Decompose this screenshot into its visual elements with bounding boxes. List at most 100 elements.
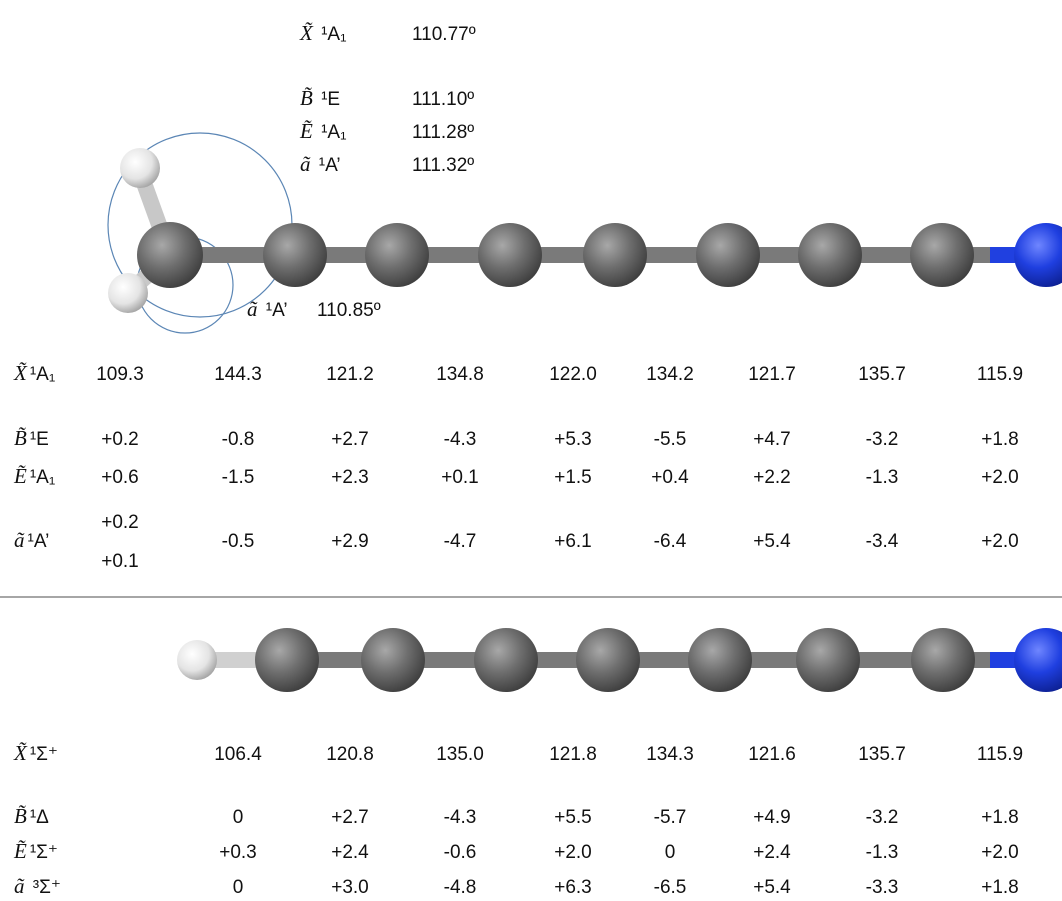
table-cell: -0.8 (222, 429, 255, 450)
atom-c (688, 628, 752, 692)
table-cell: +5.4 (753, 531, 791, 552)
state-symbol: ã (300, 152, 311, 176)
state-label: B̃ ¹E (300, 86, 340, 110)
table-cell: 134.8 (436, 364, 484, 385)
atom-n (1014, 223, 1062, 287)
table-cell: -6.5 (654, 877, 687, 898)
table-cell: +6.1 (554, 531, 592, 552)
table-cell: +1.5 (554, 467, 592, 488)
table-cell: -6.4 (654, 531, 687, 552)
table-cell: 106.4 (214, 744, 262, 765)
table-cell: +2.0 (981, 531, 1019, 552)
table-cell: 135.7 (858, 364, 906, 385)
table-cell: +1.8 (981, 807, 1019, 828)
table-cell: +2.0 (554, 842, 592, 863)
state-term: ¹A’ (261, 300, 288, 321)
angle-value: 111.10º (412, 89, 474, 110)
table-cell: +4.9 (753, 807, 791, 828)
table-cell: 135.7 (858, 744, 906, 765)
table-cell: -3.3 (866, 877, 899, 898)
table-cell: 134.2 (646, 364, 694, 385)
table-cell: +2.0 (981, 842, 1019, 863)
state-symbol: X̃ (13, 361, 28, 385)
table-cell: +2.7 (331, 807, 369, 828)
state-term: ¹A’ (314, 155, 341, 176)
table-cell: 135.0 (436, 744, 484, 765)
atom-c (583, 223, 647, 287)
table-cell: +0.6 (101, 467, 139, 488)
molecule-hc7n (177, 628, 1062, 692)
table-cell: +0.2 (101, 429, 139, 450)
state-label: B̃ ¹E (14, 426, 49, 450)
table-cell: +2.2 (753, 467, 791, 488)
table-cell: -1.3 (866, 842, 899, 863)
table-cell: 0 (233, 877, 244, 898)
table-cell: 134.3 (646, 744, 694, 765)
table-cell: -5.5 (654, 429, 687, 450)
table-cell: 122.0 (549, 364, 597, 385)
state-symbol: Ẽ (13, 464, 27, 488)
table-cell: +0.4 (651, 467, 689, 488)
state-label: ã ¹A’ (14, 528, 49, 552)
state-term: ¹A₁ (316, 122, 347, 143)
state-label: Ẽ ¹A₁ (13, 464, 55, 488)
atom-h (108, 273, 148, 313)
state-label: X̃ ¹Σ⁺ (13, 741, 58, 765)
state-symbol: B̃ (14, 426, 27, 450)
state-symbol: Ẽ (299, 119, 313, 143)
state-label: ã ¹A’ (247, 297, 288, 321)
table-cell: 121.6 (748, 744, 796, 765)
atom-c (798, 223, 862, 287)
table-cell: -4.8 (444, 877, 477, 898)
state-term: ¹Δ (30, 807, 49, 828)
atom-c (474, 628, 538, 692)
table-cell: -1.3 (866, 467, 899, 488)
state-symbol: ã (247, 297, 258, 321)
table-cell: -4.7 (444, 531, 477, 552)
state-symbol: B̃ (300, 86, 313, 110)
state-term: ¹E (30, 429, 49, 450)
atom-c (696, 223, 760, 287)
state-symbol: X̃ (299, 21, 314, 45)
state-label: ã ¹A’ (300, 152, 341, 176)
table-cell: +5.5 (554, 807, 592, 828)
molecule-ch3c7n (107, 132, 1062, 334)
table-cell: +5.4 (753, 877, 791, 898)
state-term: ¹A₁ (30, 467, 55, 488)
table-cell: 121.8 (549, 744, 597, 765)
state-label: Ẽ ¹A₁ (299, 119, 347, 143)
state-term: ¹A₁ (30, 364, 55, 385)
angle-value: 111.28º (412, 122, 474, 143)
atom-c (137, 222, 203, 288)
table-cell: +1.8 (981, 429, 1019, 450)
state-label: ã ³Σ⁺ (14, 874, 61, 898)
table-cell: +0.3 (219, 842, 257, 863)
table-cell: +6.3 (554, 877, 592, 898)
state-symbol: X̃ (13, 741, 28, 765)
table-cell: +2.0 (981, 467, 1019, 488)
state-term: ¹A₁ (316, 24, 347, 45)
table-cell: 115.9 (977, 744, 1023, 765)
atom-c (796, 628, 860, 692)
table-cell: -0.5 (222, 531, 255, 552)
table-cell: +3.0 (331, 877, 369, 898)
table-cell: -4.3 (444, 807, 477, 828)
table-cell: -3.4 (866, 531, 899, 552)
table-cell: -4.3 (444, 429, 477, 450)
atom-c (910, 223, 974, 287)
table-cell: -0.6 (444, 842, 477, 863)
table-cell: 121.7 (748, 364, 796, 385)
state-label: X̃ ¹A₁ (299, 21, 347, 45)
table-cell: 109.3 (96, 364, 144, 385)
state-symbol: B̃ (14, 804, 27, 828)
atom-n (1014, 628, 1062, 692)
table-cell: +4.7 (753, 429, 791, 450)
state-symbol: ã (14, 528, 25, 552)
atom-c (255, 628, 319, 692)
table-cell: 144.3 (214, 364, 262, 385)
state-term: ¹Σ⁺ (30, 744, 58, 765)
atom-c (263, 223, 327, 287)
table-cell: -5.7 (654, 807, 687, 828)
table-cell: 0 (665, 842, 676, 863)
state-label: Ẽ ¹Σ⁺ (13, 839, 58, 863)
